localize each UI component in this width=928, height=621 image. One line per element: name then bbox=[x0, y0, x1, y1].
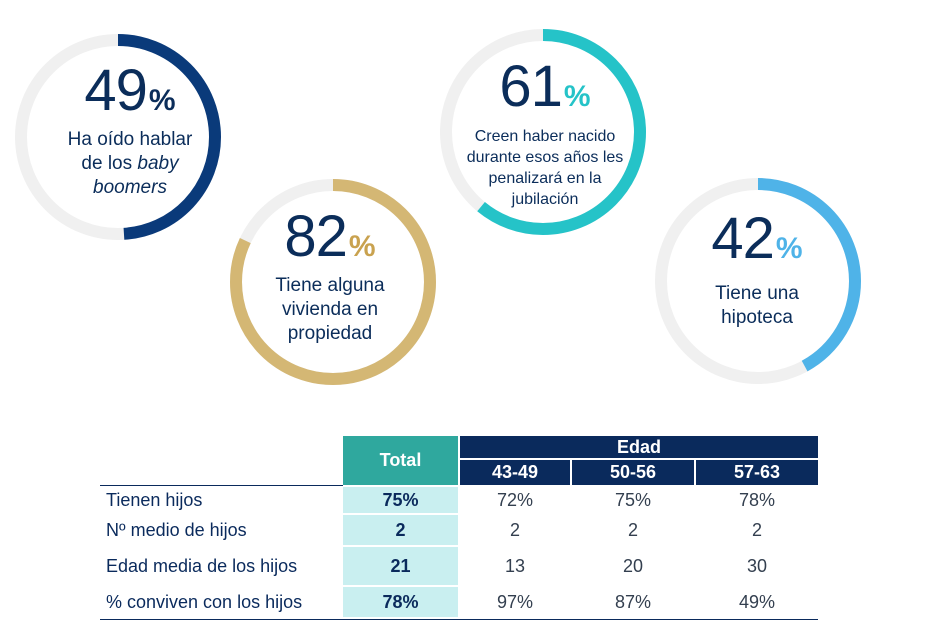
row-label-edad-media: Edad media de los hijos bbox=[106, 555, 298, 576]
retirement-stat-number: 61 bbox=[499, 54, 563, 119]
mortgage-stat-line-1: Tiene una bbox=[715, 283, 799, 304]
value-tienen-hijos-50-56: 75% bbox=[614, 489, 652, 510]
value-edad-media-43-49: 13 bbox=[504, 555, 526, 576]
boomers-stat-italic: baby bbox=[137, 153, 179, 174]
value-medio-hijos-50-56: 2 bbox=[627, 519, 638, 540]
total-tienen-hijos: 75% bbox=[343, 487, 458, 513]
age-col-43-49: 43-49 bbox=[460, 460, 570, 485]
retirement-stat-line-4: jubilación bbox=[511, 191, 579, 208]
value-conviven-57-63: 49% bbox=[738, 591, 776, 612]
value-medio-hijos-57-63: 2 bbox=[751, 519, 762, 540]
value-medio-hijos-43-49: 2 bbox=[509, 519, 520, 540]
value-tienen-hijos-57-63: 78% bbox=[738, 489, 776, 510]
property-stat-line-2: vivienda en bbox=[281, 299, 379, 320]
value-edad-media-50-56: 20 bbox=[622, 555, 644, 576]
property-stat-label: 82% Tiene alguna vivienda en propiedad bbox=[225, 208, 435, 346]
value-conviven-43-49: 97% bbox=[496, 591, 534, 612]
retirement-stat-line-1: Creen haber nacido bbox=[474, 128, 616, 145]
value-edad-media-57-63: 30 bbox=[746, 555, 768, 576]
row-label-medio-hijos: Nº medio de hijos bbox=[106, 519, 247, 540]
mortgage-stat-unit: % bbox=[775, 232, 803, 265]
row-label-conviven: % conviven con los hijos bbox=[106, 591, 303, 612]
boomers-stat-unit: % bbox=[148, 84, 176, 117]
retirement-stat-line-3: penalizará en la bbox=[488, 170, 602, 187]
retirement-stat-line-2: durante esos años les bbox=[466, 149, 624, 166]
property-stat-line-3: propiedad bbox=[287, 323, 373, 344]
property-stat-unit: % bbox=[348, 230, 376, 263]
mortgage-stat-label: 42% Tiene una hipoteca bbox=[652, 210, 862, 330]
boomers-stat-line-2: de los bbox=[81, 153, 138, 174]
retirement-stat-label: 61% Creen haber nacido durante esos años… bbox=[440, 58, 650, 210]
retirement-ring-value-arc bbox=[440, 29, 646, 235]
value-conviven-50-56: 87% bbox=[614, 591, 652, 612]
boomers-stat-line-1: Ha oído hablar bbox=[67, 129, 193, 150]
age-col-57-63: 57-63 bbox=[696, 460, 818, 485]
total-conviven: 78% bbox=[343, 587, 458, 617]
boomers-ring-value-arc bbox=[15, 34, 221, 240]
total-medio-hijos: 2 bbox=[343, 515, 458, 545]
age-group-header: Edad bbox=[460, 436, 818, 458]
mortgage-ring-value-arc bbox=[655, 178, 861, 384]
mortgage-stat-number: 42 bbox=[711, 206, 775, 271]
boomers-stat-label: 49% Ha oído hablar de los baby boomers bbox=[25, 62, 235, 200]
value-tienen-hijos-43-49: 72% bbox=[496, 489, 534, 510]
total-header: Total bbox=[343, 436, 458, 485]
boomers-stat-number: 49 bbox=[84, 58, 148, 123]
children-table: Total Edad 43-49 50-56 57-63 75% Tienen … bbox=[100, 436, 820, 621]
property-ring-value-arc bbox=[230, 179, 436, 385]
property-stat-line-1: Tiene alguna bbox=[275, 275, 385, 296]
boomers-stat-line-3: boomers bbox=[93, 177, 167, 198]
mortgage-stat-line-2: hipoteca bbox=[721, 307, 793, 328]
header-divider bbox=[100, 485, 343, 486]
age-col-50-56: 50-56 bbox=[572, 460, 694, 485]
row-label-tienen-hijos: Tienen hijos bbox=[106, 489, 203, 510]
property-stat-number: 82 bbox=[284, 204, 348, 269]
retirement-stat-unit: % bbox=[563, 80, 591, 113]
table-bottom-rule bbox=[100, 619, 818, 620]
donut-charts bbox=[15, 29, 861, 385]
total-edad-media: 21 bbox=[343, 547, 458, 585]
